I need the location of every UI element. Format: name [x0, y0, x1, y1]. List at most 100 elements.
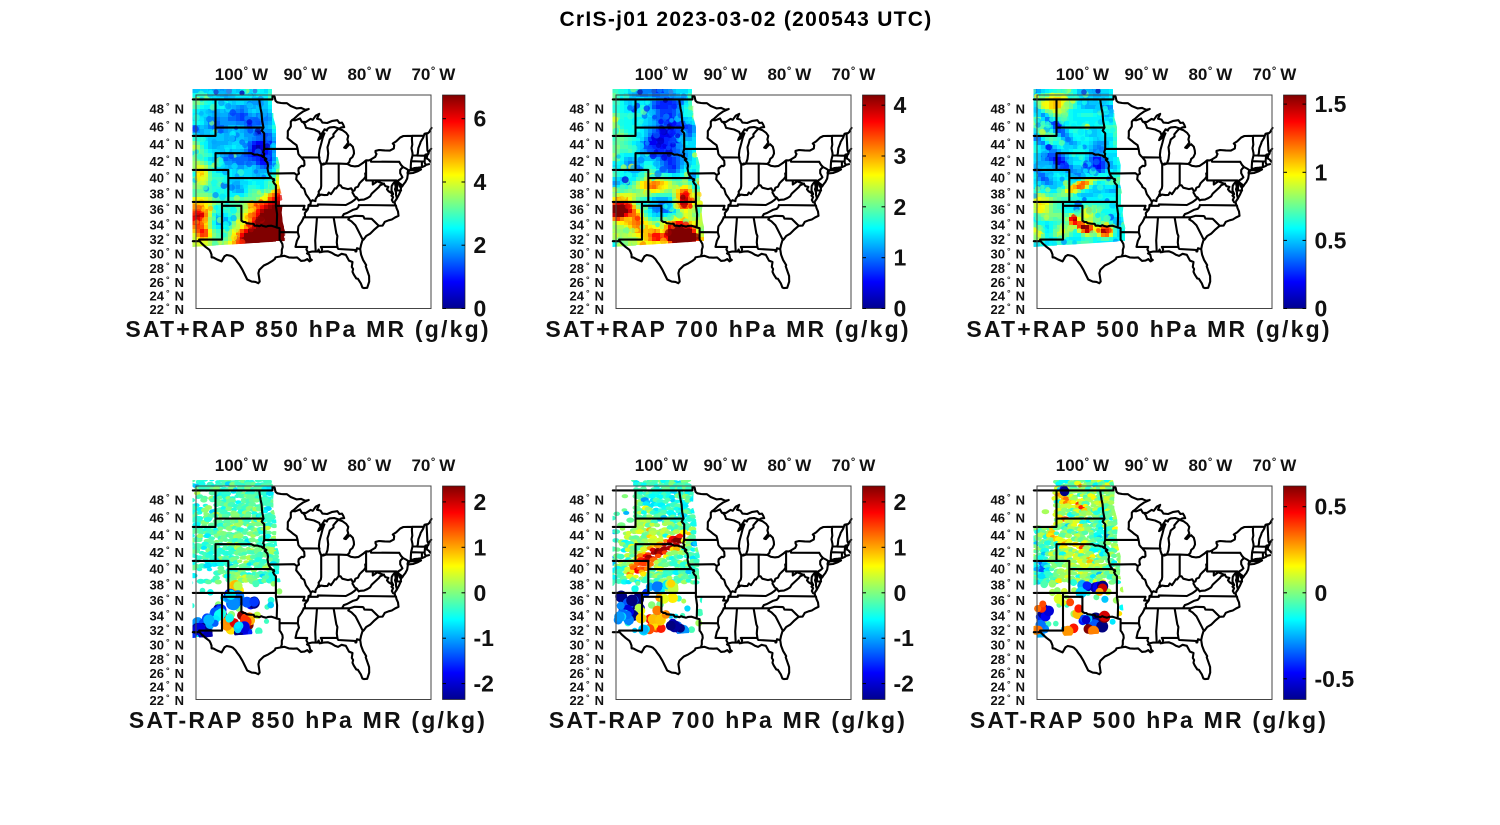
svg-text:80°W: 80° W [767, 65, 812, 84]
svg-text:SAT-RAP 700 hPa MR (g/kg): SAT-RAP 700 hPa MR (g/kg) [549, 707, 907, 733]
svg-text:42°N: 42 ° N [991, 545, 1025, 561]
svg-text:46°N: 46 ° N [991, 510, 1025, 526]
svg-text:48°N: 48 ° N [991, 492, 1025, 508]
svg-text:40°N: 40 ° N [991, 170, 1025, 186]
svg-text:36°N: 36 ° N [570, 593, 604, 609]
svg-text:100°W: 100° W [215, 65, 269, 84]
svg-text:4: 4 [894, 92, 907, 118]
svg-text:40°N: 40 ° N [991, 561, 1025, 577]
svg-text:40°N: 40 ° N [150, 170, 184, 186]
svg-text:48°N: 48 ° N [150, 492, 184, 508]
svg-text:32°N: 32 ° N [570, 623, 604, 639]
svg-text:SAT+RAP 700 hPa MR (g/kg): SAT+RAP 700 hPa MR (g/kg) [545, 316, 910, 342]
svg-text:34°N: 34 ° N [570, 608, 604, 624]
svg-text:40°N: 40 ° N [150, 561, 184, 577]
svg-text:32°N: 32 ° N [570, 232, 604, 248]
svg-text:100°W: 100° W [635, 65, 689, 84]
svg-text:90°W: 90° W [1124, 65, 1169, 84]
svg-text:-2: -2 [894, 671, 914, 697]
svg-text:34°N: 34 ° N [570, 217, 604, 233]
svg-text:30°N: 30 ° N [991, 246, 1025, 262]
svg-text:48°N: 48 ° N [570, 492, 604, 508]
svg-text:30°N: 30 ° N [991, 637, 1025, 653]
svg-text:42°N: 42 ° N [150, 545, 184, 561]
svg-text:26°N: 26 ° N [570, 274, 604, 290]
svg-text:26°N: 26 ° N [150, 665, 184, 681]
svg-text:CrIS-j01 2023-03-02 (200543 UT: CrIS-j01 2023-03-02 (200543 UTC) [559, 8, 932, 31]
svg-text:80°W: 80° W [1188, 456, 1233, 475]
svg-text:70°W: 70° W [1252, 65, 1297, 84]
svg-text:38°N: 38 ° N [991, 186, 1025, 202]
svg-text:36°N: 36 ° N [150, 593, 184, 609]
svg-text:0: 0 [894, 580, 907, 606]
svg-text:22°N: 22 ° N [570, 302, 604, 318]
svg-text:70°W: 70° W [831, 65, 876, 84]
svg-text:-1: -1 [894, 625, 915, 651]
svg-text:30°N: 30 ° N [150, 637, 184, 653]
svg-text:34°N: 34 ° N [991, 217, 1025, 233]
svg-text:70°W: 70° W [411, 456, 456, 475]
svg-text:2: 2 [894, 489, 907, 515]
svg-text:46°N: 46 ° N [570, 510, 604, 526]
svg-text:24°N: 24 ° N [991, 679, 1025, 695]
svg-text:22°N: 22 ° N [570, 693, 604, 709]
svg-text:48°N: 48 ° N [991, 101, 1025, 117]
svg-text:22°N: 22 ° N [150, 693, 184, 709]
svg-text:32°N: 32 ° N [991, 232, 1025, 248]
svg-text:80°W: 80° W [767, 456, 812, 475]
svg-text:0.5: 0.5 [1315, 494, 1347, 520]
svg-text:46°N: 46 ° N [150, 119, 184, 135]
svg-text:70°W: 70° W [1252, 456, 1297, 475]
svg-text:28°N: 28 ° N [150, 651, 184, 667]
svg-text:30°N: 30 ° N [150, 246, 184, 262]
svg-text:70°W: 70° W [831, 456, 876, 475]
svg-text:-1: -1 [474, 625, 495, 651]
svg-text:46°N: 46 ° N [570, 119, 604, 135]
svg-text:80°W: 80° W [347, 65, 392, 84]
svg-text:2: 2 [894, 194, 907, 220]
svg-text:44°N: 44 ° N [570, 528, 604, 544]
svg-text:36°N: 36 ° N [570, 202, 604, 218]
svg-text:44°N: 44 ° N [150, 528, 184, 544]
svg-text:4: 4 [474, 169, 487, 195]
svg-text:100°W: 100° W [1056, 456, 1110, 475]
svg-text:1: 1 [894, 534, 907, 560]
svg-text:30°N: 30 ° N [570, 246, 604, 262]
svg-text:90°W: 90° W [703, 456, 748, 475]
svg-text:100°W: 100° W [635, 456, 689, 475]
svg-text:22°N: 22 ° N [991, 693, 1025, 709]
svg-text:100°W: 100° W [1056, 65, 1110, 84]
svg-text:36°N: 36 ° N [991, 593, 1025, 609]
svg-text:6: 6 [474, 106, 487, 132]
svg-text:1.5: 1.5 [1315, 91, 1347, 117]
svg-text:26°N: 26 ° N [150, 274, 184, 290]
svg-text:28°N: 28 ° N [991, 260, 1025, 276]
svg-text:90°W: 90° W [283, 456, 328, 475]
svg-text:42°N: 42 ° N [991, 154, 1025, 170]
svg-text:30°N: 30 ° N [570, 637, 604, 653]
svg-text:48°N: 48 ° N [570, 101, 604, 117]
svg-text:28°N: 28 ° N [570, 651, 604, 667]
svg-text:24°N: 24 ° N [150, 679, 184, 695]
svg-text:32°N: 32 ° N [991, 623, 1025, 639]
svg-text:0: 0 [1315, 580, 1328, 606]
svg-text:SAT-RAP 850 hPa MR (g/kg): SAT-RAP 850 hPa MR (g/kg) [129, 707, 487, 733]
svg-text:48°N: 48 ° N [150, 101, 184, 117]
svg-text:32°N: 32 ° N [150, 232, 184, 248]
svg-text:42°N: 42 ° N [570, 545, 604, 561]
svg-text:1: 1 [894, 245, 907, 271]
svg-text:24°N: 24 ° N [570, 288, 604, 304]
svg-text:80°W: 80° W [1188, 65, 1233, 84]
svg-text:26°N: 26 ° N [991, 665, 1025, 681]
svg-text:-0.5: -0.5 [1315, 666, 1355, 692]
svg-text:0.5: 0.5 [1315, 227, 1347, 253]
svg-text:24°N: 24 ° N [991, 288, 1025, 304]
svg-text:0: 0 [474, 580, 487, 606]
svg-text:SAT-RAP 500 hPa MR (g/kg): SAT-RAP 500 hPa MR (g/kg) [970, 707, 1328, 733]
svg-text:44°N: 44 ° N [570, 137, 604, 153]
svg-text:0: 0 [1315, 296, 1328, 322]
svg-text:40°N: 40 ° N [570, 561, 604, 577]
svg-text:38°N: 38 ° N [570, 186, 604, 202]
svg-text:1: 1 [474, 534, 487, 560]
svg-text:46°N: 46 ° N [991, 119, 1025, 135]
